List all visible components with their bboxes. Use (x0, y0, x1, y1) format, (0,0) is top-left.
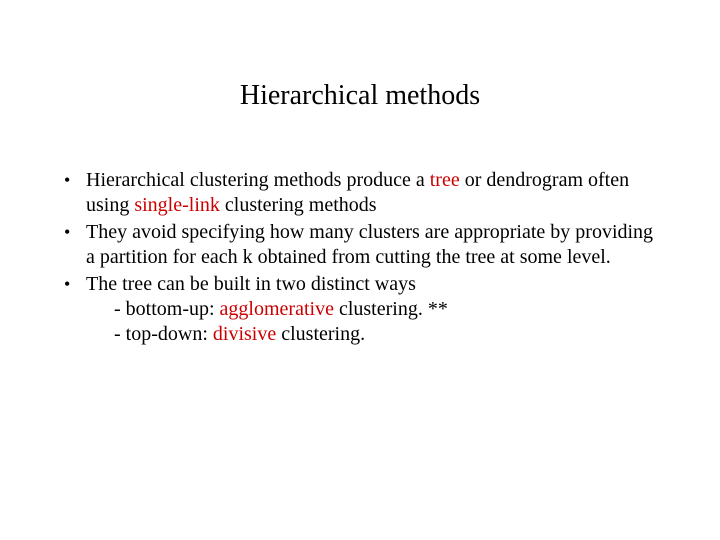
bullet-1-red-singlelink: single-link (134, 194, 220, 216)
bullet-1-text-c: clustering methods (220, 194, 377, 216)
bullet-3-sub-2-post: clustering. (276, 323, 365, 345)
bullet-3-sub-1-red: agglomerative (220, 298, 334, 320)
bullet-3-sub-2-red: divisive (213, 323, 276, 345)
bullet-2: They avoid specifying how many clusters … (58, 220, 660, 270)
bullet-3-sub-1-pre: - bottom-up: (114, 298, 220, 320)
bullet-1: Hierarchical clustering methods produce … (58, 168, 660, 218)
slide-title: Hierarchical methods (0, 80, 720, 112)
bullet-3-sub-1-post: clustering. ** (334, 298, 448, 320)
bullet-1-text-a: Hierarchical clustering methods produce … (86, 169, 430, 191)
bullet-list: Hierarchical clustering methods produce … (58, 168, 660, 347)
slide-body: Hierarchical clustering methods produce … (58, 168, 660, 349)
bullet-3-sub-2: - top-down: divisive clustering. (114, 322, 660, 347)
slide: Hierarchical methods Hierarchical cluste… (0, 0, 720, 540)
bullet-3: The tree can be built in two distinct wa… (58, 272, 660, 347)
bullet-3-lead: The tree can be built in two distinct wa… (86, 273, 416, 295)
bullet-2-text: They avoid specifying how many clusters … (86, 221, 653, 268)
bullet-3-sub-2-pre: - top-down: (114, 323, 213, 345)
bullet-3-sublist: - bottom-up: agglomerative clustering. *… (86, 297, 660, 347)
bullet-1-red-tree: tree (430, 169, 460, 191)
bullet-3-sub-1: - bottom-up: agglomerative clustering. *… (114, 297, 660, 322)
